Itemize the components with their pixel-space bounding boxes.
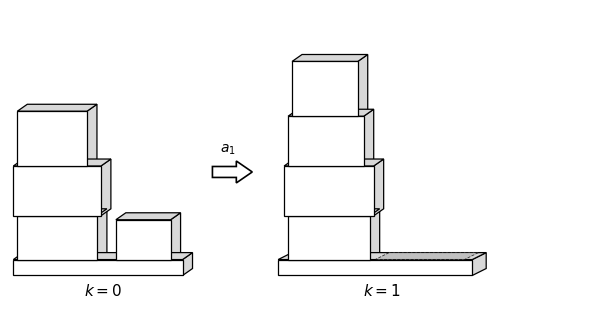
Polygon shape xyxy=(14,166,101,216)
Text: $t_1$: $t_1$ xyxy=(331,260,342,275)
Polygon shape xyxy=(171,213,180,259)
Text: $q_0$: $q_0$ xyxy=(126,260,141,275)
Polygon shape xyxy=(213,161,253,183)
Polygon shape xyxy=(17,111,87,166)
Text: $t_0$: $t_0$ xyxy=(62,260,73,275)
Polygon shape xyxy=(17,104,97,111)
Text: $a_1$: $a_1$ xyxy=(221,143,237,157)
Polygon shape xyxy=(114,253,182,259)
Polygon shape xyxy=(363,109,374,166)
Polygon shape xyxy=(14,159,111,166)
Polygon shape xyxy=(182,253,193,276)
Polygon shape xyxy=(97,209,107,259)
Polygon shape xyxy=(17,209,107,216)
Polygon shape xyxy=(116,220,171,259)
Text: $b_1$: $b_1$ xyxy=(316,181,333,200)
Polygon shape xyxy=(14,253,193,259)
Polygon shape xyxy=(288,109,374,116)
Polygon shape xyxy=(288,209,379,216)
Polygon shape xyxy=(370,209,379,259)
Polygon shape xyxy=(101,159,111,216)
Polygon shape xyxy=(14,259,182,276)
Text: $b_3$: $b_3$ xyxy=(132,230,149,249)
Polygon shape xyxy=(292,54,368,61)
Polygon shape xyxy=(288,116,363,166)
Text: $b_1$: $b_1$ xyxy=(44,181,62,200)
Polygon shape xyxy=(284,166,374,216)
Text: $b_3$: $b_3$ xyxy=(313,79,330,98)
Polygon shape xyxy=(87,104,97,166)
Polygon shape xyxy=(292,61,358,116)
Text: $b_0$: $b_0$ xyxy=(44,228,62,247)
Polygon shape xyxy=(374,159,384,216)
Text: $q_1$: $q_1$ xyxy=(407,260,421,275)
Polygon shape xyxy=(278,253,486,259)
Text: $k=1$: $k=1$ xyxy=(363,283,401,299)
Polygon shape xyxy=(472,253,486,276)
Text: $k=0$: $k=0$ xyxy=(84,283,122,299)
Polygon shape xyxy=(288,216,370,259)
Polygon shape xyxy=(116,213,180,220)
Polygon shape xyxy=(17,216,97,259)
Text: $b_2$: $b_2$ xyxy=(314,132,331,151)
Polygon shape xyxy=(375,253,479,259)
Text: $b_0$: $b_0$ xyxy=(316,228,334,247)
Text: $b_2$: $b_2$ xyxy=(40,129,57,148)
Polygon shape xyxy=(284,159,384,166)
Polygon shape xyxy=(358,54,368,116)
Polygon shape xyxy=(278,259,472,276)
